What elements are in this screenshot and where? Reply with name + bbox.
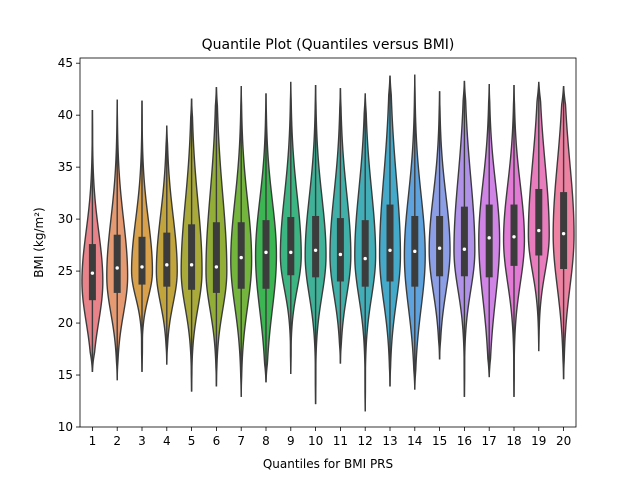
violin-iqr-box: [535, 188, 543, 256]
violin-median: [537, 228, 541, 233]
violin-median: [561, 231, 566, 236]
violin-median: [388, 248, 392, 252]
y-axis: 10 15 20 25 30 35 40 45: [58, 56, 80, 434]
y-tick-label: 40: [58, 108, 73, 122]
violin-median: [264, 250, 268, 255]
violin-median: [487, 236, 491, 240]
x-tick-label: 3: [138, 434, 146, 448]
violin-iqr-box: [485, 204, 493, 278]
violin-iqr-box: [460, 206, 468, 277]
x-tick-label: 6: [213, 434, 221, 448]
violin-median: [90, 271, 95, 275]
violin-17: [478, 83, 501, 378]
violin-median: [289, 250, 293, 255]
violin-16: [453, 80, 476, 397]
violin-iqr-box: [163, 232, 171, 287]
violin-iqr-box: [436, 215, 444, 277]
x-tick-label: 2: [113, 434, 121, 448]
x-tick-label: 17: [482, 434, 497, 448]
violin-iqr-box: [237, 222, 245, 289]
x-tick-label: 8: [262, 434, 270, 448]
violin-median: [115, 266, 119, 270]
chart-title: Quantile Plot (Quantiles versus BMI): [202, 37, 455, 53]
violin-3: [130, 100, 154, 372]
violin-18: [502, 85, 526, 397]
violin-5: [180, 98, 203, 392]
x-tick-label: 15: [432, 434, 447, 448]
y-tick-label: 20: [58, 316, 73, 330]
violin-iqr-box: [287, 217, 295, 276]
violin-median: [512, 235, 516, 239]
violin-10: [304, 85, 327, 405]
axes-frame: [79, 57, 577, 428]
x-tick-label: 13: [382, 434, 397, 448]
x-tick-label: 14: [407, 434, 422, 448]
violin-iqr-box: [312, 215, 320, 278]
violin-iqr-box: [336, 218, 344, 282]
x-tick-label: 16: [457, 434, 472, 448]
violin-9: [279, 81, 302, 374]
violin-median: [214, 265, 219, 269]
x-tick-label: 1: [89, 434, 97, 448]
x-tick-label: 18: [506, 434, 521, 448]
y-axis-label: BMI (kg/m²): [32, 207, 46, 277]
violin-median: [437, 246, 442, 250]
y-tick-label: 25: [58, 264, 73, 278]
x-axis-label: Quantiles for BMI PRS: [263, 457, 393, 471]
violin-median: [462, 247, 467, 251]
violin-2: [106, 99, 129, 381]
violin-iqr-box: [361, 220, 369, 287]
x-axis: 1 2 3 4 5 6 7 8 9 10 11 12 13 14 15 16 17 18 19 20: [89, 427, 571, 448]
plot-area: [81, 74, 575, 412]
x-tick-label: 12: [358, 434, 373, 448]
violin-14: [403, 74, 426, 390]
violin-median: [140, 265, 144, 269]
y-tick-label: 35: [58, 160, 73, 174]
violin-20: [552, 86, 575, 380]
violin-iqr-box: [188, 224, 196, 290]
violin-iqr-box: [138, 236, 146, 285]
x-tick-label: 7: [237, 434, 245, 448]
x-tick-label: 20: [556, 434, 571, 448]
y-tick-label: 15: [58, 368, 73, 382]
y-tick-label: 45: [58, 56, 73, 70]
violin-iqr-box: [113, 234, 121, 293]
x-tick-label: 19: [531, 434, 546, 448]
x-tick-label: 4: [163, 434, 171, 448]
violin-iqr-box: [560, 192, 568, 270]
violin-12: [354, 93, 377, 412]
x-tick-label: 9: [287, 434, 295, 448]
violin-15: [428, 91, 451, 360]
violin-median: [239, 255, 243, 260]
violin-iqr-box: [212, 222, 220, 293]
violin-median: [189, 263, 194, 267]
violin-19: [527, 81, 550, 352]
violin-median: [165, 263, 169, 267]
violin-median: [363, 256, 367, 261]
violin-13: [378, 75, 402, 387]
x-tick-label: 11: [333, 434, 348, 448]
y-tick-label: 10: [58, 420, 73, 434]
y-tick-label: 30: [58, 212, 73, 226]
violin-iqr-box: [386, 204, 394, 282]
violin-6: [205, 87, 228, 387]
violin-8: [254, 93, 278, 383]
violin-7: [230, 86, 253, 397]
violin-iqr-box: [262, 220, 270, 289]
x-tick-label: 5: [188, 434, 196, 448]
violin-4: [155, 125, 178, 365]
violin-1: [81, 109, 104, 372]
violin-11: [329, 88, 352, 364]
violin-median: [413, 249, 417, 254]
violin-median: [313, 248, 318, 252]
x-tick-label: 10: [308, 434, 323, 448]
violin-median: [338, 252, 343, 257]
